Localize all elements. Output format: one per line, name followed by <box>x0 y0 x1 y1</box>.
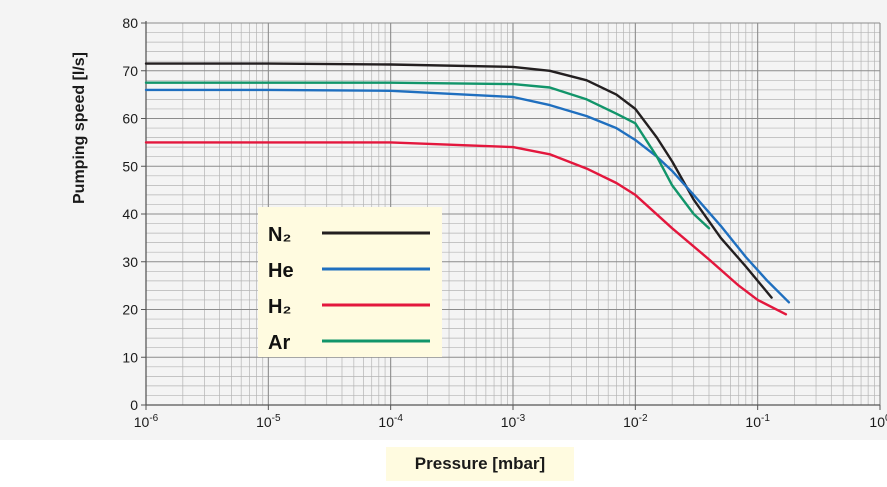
x-tick-label: 10-3 <box>501 413 526 430</box>
y-tick-label: 60 <box>122 111 138 127</box>
y-tick-label: 30 <box>122 254 138 270</box>
legend-label: Ar <box>268 332 290 354</box>
series-line-He <box>144 88 791 304</box>
y-axis-label: Pumping speed [l/s] <box>71 52 88 204</box>
y-tick-label: 0 <box>130 397 138 413</box>
y-tick-label: 10 <box>122 349 138 365</box>
legend-label: He <box>268 260 294 282</box>
y-tick-label: 70 <box>122 63 138 79</box>
legend-label: N₂ <box>268 224 291 246</box>
y-tick-label: 80 <box>122 15 138 31</box>
x-tick-label: 10-6 <box>134 413 159 430</box>
x-tick-label: 100 <box>869 413 887 430</box>
tick-labels: 0 10 20 30 40 50 60 70 80 10-6 10-5 10-4 10-3 10-2 10-… <box>122 15 887 430</box>
x-tick-label: 10-1 <box>745 413 770 430</box>
series-line-Ar <box>144 81 711 230</box>
y-tick-label: 20 <box>122 302 138 318</box>
series-line-H₂ <box>144 141 788 316</box>
x-tick-label: 10-4 <box>378 413 403 430</box>
legend-label: H₂ <box>268 296 291 318</box>
series-lines <box>144 62 791 316</box>
x-tick-label: 10-5 <box>256 413 281 430</box>
y-tick-label: 50 <box>122 158 138 174</box>
legend: N₂ He H₂ Ar <box>258 207 442 357</box>
x-tick-label: 10-2 <box>623 413 648 430</box>
series-line-N₂ <box>144 62 773 299</box>
y-tick-label: 40 <box>122 206 138 222</box>
x-axis-label: Pressure [mbar] <box>386 447 574 481</box>
